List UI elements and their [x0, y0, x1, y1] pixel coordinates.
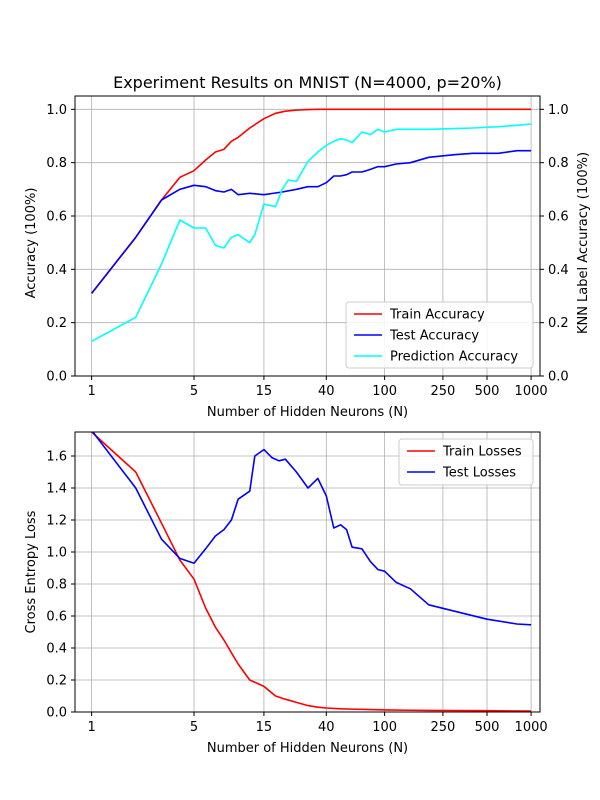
knn-right-y-tick-label: 0.8: [548, 156, 569, 171]
accuracy-y-tick-label: 0.6: [46, 210, 67, 225]
loss-x-tick-label: 1000: [515, 720, 548, 735]
accuracy-x-tick-label: 1000: [515, 384, 548, 399]
loss-x-tick-label: 5: [190, 720, 198, 735]
accuracy-legend: Train Accuracy Test Accuracy Prediction Ac…: [345, 301, 534, 369]
loss-y-tick-label: 1.0: [46, 546, 67, 561]
loss-series-group: [91, 432, 532, 712]
test-losses-legend-label: Test Losses: [442, 466, 516, 481]
accuracy-y-tick-label: 1.0: [46, 103, 67, 118]
test-losses-line: [91, 432, 532, 626]
accuracy-y-axis-label: Accuracy (100%): [24, 188, 39, 299]
accuracy-x-ticks: 1 5 15 40 100 250 500 1000: [87, 376, 548, 399]
prediction-accuracy-line: [91, 123, 532, 343]
train-losses-line: [91, 432, 532, 712]
loss-axes-frame: [74, 431, 541, 713]
loss-y-tick-label: 0.4: [46, 642, 67, 657]
loss-legend: Train Losses Test Losses: [398, 438, 534, 486]
knn-right-y-tick-label: 0.6: [548, 210, 569, 225]
knn-right-y-tick-label: 0.0: [548, 370, 569, 385]
accuracy-y-ticks: 0.0 0.2 0.4 0.6 0.8 1.0: [46, 103, 75, 385]
prediction-accuracy-legend-label: Prediction Accuracy: [390, 350, 518, 365]
accuracy-series-group: [91, 108, 532, 343]
loss-x-tick-label: 100: [372, 720, 397, 735]
accuracy-x-tick-label: 100: [372, 384, 397, 399]
knn-right-y-tick-label: 0.4: [548, 263, 569, 278]
accuracy-axes-frame: [74, 95, 541, 377]
accuracy-y-tick-label: 0.4: [46, 263, 67, 278]
train-accuracy-line: [91, 108, 532, 294]
accuracy-x-tick-label: 15: [256, 384, 273, 399]
loss-x-ticks: 1 5 15 40 100 250 500 1000: [87, 712, 548, 735]
loss-y-tick-label: 0.0: [46, 706, 67, 721]
loss-x-tick-label: 15: [256, 720, 273, 735]
accuracy-x-tick-label: 40: [318, 384, 335, 399]
loss-y-tick-label: 0.2: [46, 674, 67, 689]
loss-y-tick-label: 1.4: [46, 482, 67, 497]
knn-right-y-tick-label: 1.0: [548, 103, 569, 118]
accuracy-right-y-ticks: 0.0 0.2 0.4 0.6 0.8 1.0: [540, 103, 569, 385]
accuracy-x-axis-label: Number of Hidden Neurons (N): [207, 405, 408, 420]
loss-y-tick-label: 0.6: [46, 610, 67, 625]
accuracy-x-tick-label: 1: [87, 384, 95, 399]
loss-panel: 1 5 15 40 100 250 500 1000 0.00.20.40.60.81.01.…: [24, 431, 548, 756]
accuracy-y-tick-label: 0.2: [46, 316, 67, 331]
train-losses-legend-label: Train Losses: [442, 445, 522, 460]
accuracy-chart-title: Experiment Results on MNIST (N=4000, p=2…: [113, 73, 502, 92]
loss-x-axis-label: Number of Hidden Neurons (N): [207, 741, 408, 756]
loss-x-tick-label: 1: [87, 720, 95, 735]
accuracy-x-tick-label: 250: [430, 384, 455, 399]
loss-x-tick-label: 250: [430, 720, 455, 735]
loss-y-axis-label: Cross Entropy Loss: [24, 510, 39, 633]
test-accuracy-legend-label: Test Accuracy: [389, 329, 479, 344]
accuracy-y-tick-label: 0.0: [46, 370, 67, 385]
loss-x-tick-label: 500: [475, 720, 500, 735]
loss-y-ticks: 0.0 0.2 0.4 0.6 0.8 1.0 1.2 1.4 1.6: [46, 450, 75, 721]
accuracy-legend-box: [345, 301, 534, 369]
loss-x-tick-label: 40: [318, 720, 335, 735]
knn-right-y-axis-label: KNN Label Accuracy (100%): [576, 152, 591, 334]
accuracy-x-tick-label: 5: [190, 384, 198, 399]
accuracy-y-tick-label: 0.8: [46, 156, 67, 171]
test-accuracy-line: [91, 149, 532, 294]
loss-y-tick-label: 1.6: [46, 450, 67, 465]
loss-y-tick-label: 0.8: [46, 578, 67, 593]
knn-right-y-tick-label: 0.2: [548, 316, 569, 331]
accuracy-panel: Experiment Results on MNIST (N=4000, p=2…: [24, 73, 591, 420]
accuracy-x-tick-label: 500: [475, 384, 500, 399]
train-accuracy-legend-label: Train Accuracy: [389, 308, 485, 323]
loss-y-tick-label: 1.2: [46, 514, 67, 529]
